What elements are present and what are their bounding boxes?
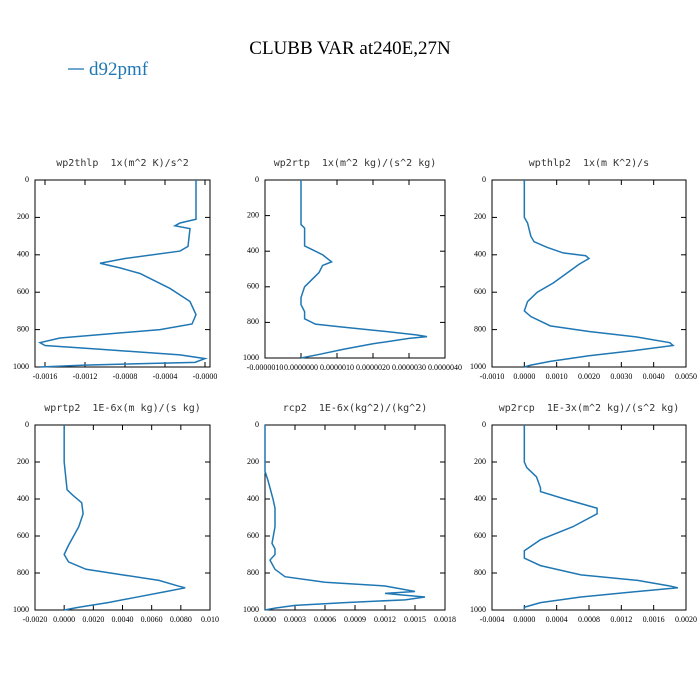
x-tick-label: 0.0009 <box>344 615 366 624</box>
y-tick-label: 400 <box>17 250 29 259</box>
y-tick-label: 600 <box>17 287 29 296</box>
y-tick-label: 400 <box>247 494 259 503</box>
y-tick-label: 400 <box>17 494 29 503</box>
profile-line <box>523 180 675 368</box>
y-tick-label: 600 <box>474 531 486 540</box>
x-tick-label: 0.0010 <box>546 372 568 381</box>
y-tick-label: 1000 <box>470 605 486 614</box>
y-tick-label: 800 <box>17 568 29 577</box>
y-tick-label: 0 <box>255 420 259 429</box>
panel-title: wp2rtp 1x(m^2 kg)/(s^2 kg) <box>274 158 437 169</box>
figure-title: CLUBB VAR at240E,27N <box>249 38 451 59</box>
y-tick-label: 400 <box>247 246 259 255</box>
x-tick-label: -0.0000010 <box>247 363 284 372</box>
x-tick-label: 0.0012 <box>374 615 396 624</box>
y-tick-label: 200 <box>17 212 29 221</box>
x-tick-label: 0.0008 <box>578 615 600 624</box>
profile-line <box>300 180 428 359</box>
x-tick-label: 0.0000 <box>254 615 276 624</box>
x-tick-label: 0.0040 <box>112 615 134 624</box>
y-tick-label: 0 <box>482 420 486 429</box>
panel-title: wp2thlp 1x(m^2 K)/s^2 <box>56 158 188 169</box>
x-tick-label: 0.0000040 <box>428 363 462 372</box>
profile-line <box>37 180 208 368</box>
x-tick-label: 0.0020 <box>578 372 600 381</box>
x-tick-label: -0.0016 <box>33 372 58 381</box>
x-tick-label: -0.0000 <box>193 372 218 381</box>
x-tick-label: 0.010 <box>201 615 219 624</box>
plot-frame <box>34 179 211 368</box>
y-tick-label: 800 <box>474 324 486 333</box>
x-tick-label: 0.0000000 <box>284 363 318 372</box>
y-tick-label: 0 <box>25 175 29 184</box>
y-tick-label: 200 <box>17 457 29 466</box>
y-tick-label: 1000 <box>13 605 29 614</box>
legend-label: d92pmf <box>89 59 149 80</box>
y-tick-label: 800 <box>247 568 259 577</box>
y-tick-label: 600 <box>247 282 259 291</box>
panel-title: wpthlp2 1x(m K^2)/s <box>529 158 649 169</box>
y-tick-label: 600 <box>247 531 259 540</box>
x-tick-label: -0.0020 <box>23 615 48 624</box>
x-tick-label: 0.0000 <box>513 372 535 381</box>
x-tick-label: 0.0050 <box>675 372 697 381</box>
x-tick-label: 0.0018 <box>434 615 456 624</box>
y-tick-label: 200 <box>247 457 259 466</box>
profile-line <box>264 425 426 611</box>
x-tick-label: 0.0003 <box>284 615 306 624</box>
y-tick-label: 200 <box>474 457 486 466</box>
x-tick-label: 0.0004 <box>546 615 568 624</box>
y-tick-label: 0 <box>482 175 486 184</box>
x-tick-label: -0.0010 <box>480 372 505 381</box>
x-tick-label: 0.0015 <box>404 615 426 624</box>
x-tick-label: 0.0080 <box>170 615 192 624</box>
y-tick-label: 400 <box>474 250 486 259</box>
x-tick-label: 0.0040 <box>643 372 665 381</box>
y-tick-label: 800 <box>17 324 29 333</box>
x-tick-label: 0.0000030 <box>392 363 426 372</box>
x-tick-label: 0.0030 <box>610 372 632 381</box>
y-tick-label: 200 <box>474 212 486 221</box>
x-tick-label: 0.0000010 <box>320 363 354 372</box>
y-tick-label: 800 <box>247 317 259 326</box>
x-tick-label: -0.0012 <box>73 372 98 381</box>
plot-frame <box>264 179 446 359</box>
y-tick-label: 1000 <box>243 353 259 362</box>
y-tick-label: 1000 <box>470 362 486 371</box>
x-tick-label: 0.0012 <box>610 615 632 624</box>
y-tick-label: 0 <box>25 420 29 429</box>
y-tick-label: 1000 <box>13 362 29 371</box>
panel-title: wprtp2 1E-6x(m kg)/(s kg) <box>44 403 201 414</box>
x-tick-label: 0.0020 <box>675 615 697 624</box>
y-tick-label: 400 <box>474 494 486 503</box>
x-tick-label: -0.0004 <box>153 372 178 381</box>
panel-title: wp2rcp 1E-3x(m^2 kg)/(s^2 kg) <box>499 403 680 414</box>
x-tick-label: 0.0060 <box>141 615 163 624</box>
x-tick-label: 0.0006 <box>314 615 336 624</box>
x-tick-label: 0.0016 <box>643 615 665 624</box>
x-tick-label: -0.0004 <box>480 615 505 624</box>
x-tick-label: 0.0000 <box>53 615 75 624</box>
x-tick-label: 0.0000020 <box>356 363 390 372</box>
y-tick-label: 600 <box>474 287 486 296</box>
x-tick-label: -0.0008 <box>113 372 138 381</box>
y-tick-label: 800 <box>474 568 486 577</box>
panel-title: rcp2 1E-6x(kg^2)/(kg^2) <box>283 403 428 414</box>
y-tick-label: 0 <box>255 175 259 184</box>
y-tick-label: 1000 <box>243 605 259 614</box>
profile-line <box>523 425 679 610</box>
y-tick-label: 600 <box>17 531 29 540</box>
x-tick-label: 0.0020 <box>82 615 104 624</box>
profile-line <box>63 425 186 611</box>
x-tick-label: 0.0000 <box>513 615 535 624</box>
y-tick-label: 200 <box>247 210 259 219</box>
